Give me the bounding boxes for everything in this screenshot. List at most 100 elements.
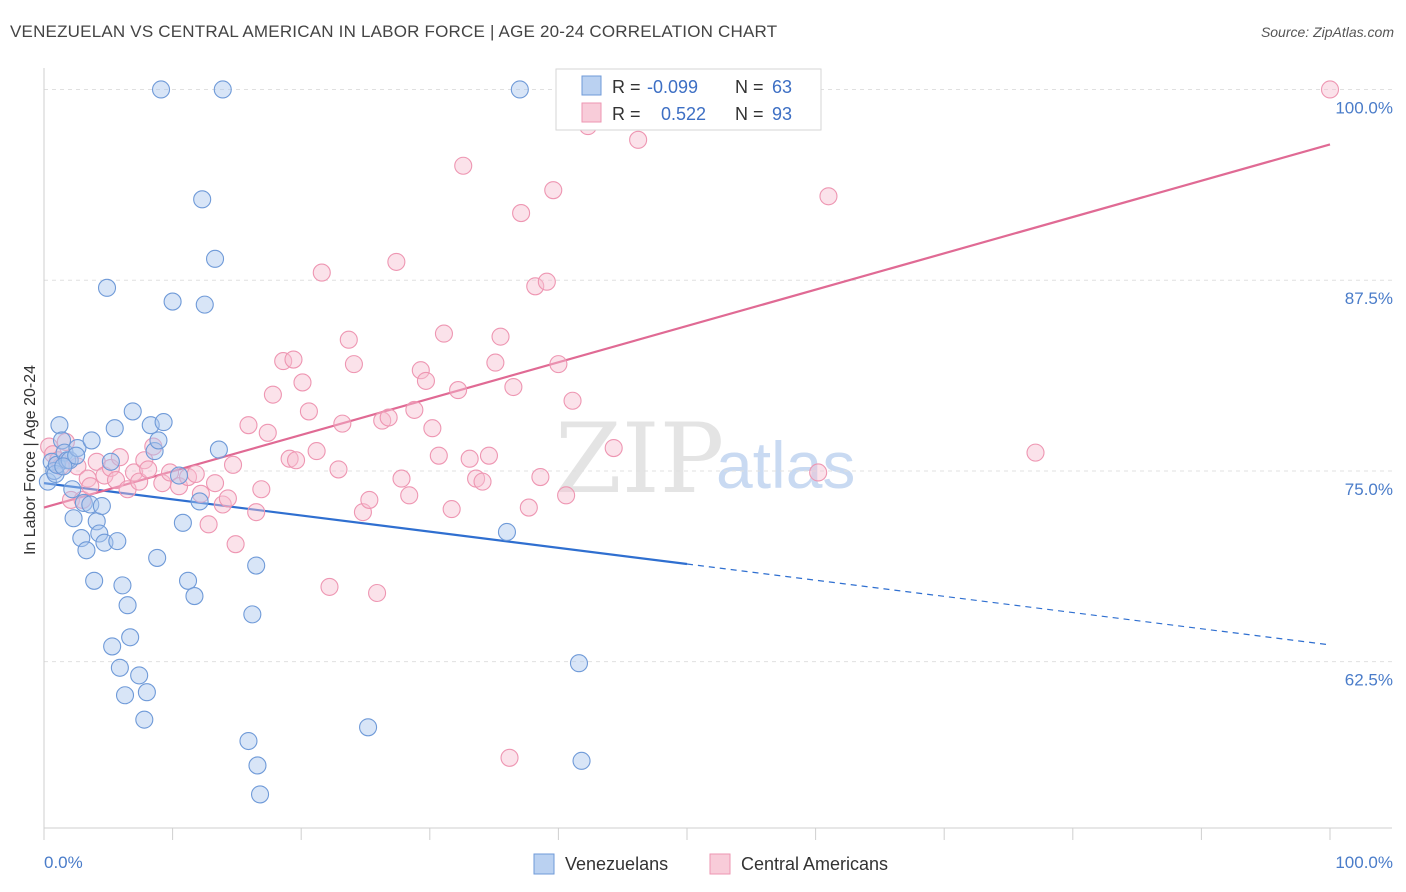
- y-tick-label: 87.5%: [1345, 289, 1393, 308]
- chart-source: Source: ZipAtlas.com: [1260, 24, 1394, 40]
- central-americans-point: [449, 381, 468, 400]
- venezuelans-point: [135, 710, 154, 729]
- central-americans-point: [218, 489, 237, 508]
- central-americans-point: [531, 467, 550, 487]
- watermark-zip: ZIP: [555, 403, 724, 515]
- venezuelans-point: [105, 419, 124, 438]
- venezuelans-point: [115, 686, 135, 705]
- central-americans-point: [191, 484, 210, 503]
- central-americans-point: [124, 463, 144, 482]
- central-americans-point: [223, 455, 243, 474]
- central-americans-point: [411, 361, 430, 380]
- venezuelans-point: [154, 413, 173, 432]
- venezuelans-trend-line: [43, 482, 688, 566]
- central-americans-point: [819, 187, 838, 206]
- legend-r-value-1: -0.099: [647, 77, 698, 97]
- legend-n-value-1: 63: [772, 77, 792, 97]
- central-americans-point: [135, 451, 154, 470]
- central-americans-point: [460, 449, 479, 468]
- central-americans-point: [809, 463, 828, 482]
- central-americans-point: [486, 353, 505, 372]
- central-americans-point: [557, 486, 576, 505]
- central-americans-point: [368, 583, 387, 603]
- venezuelans-point: [572, 751, 591, 770]
- chart-title: VENEZUELAN VS CENTRAL AMERICAN IN LABOR …: [10, 22, 778, 41]
- central-americans-point: [299, 402, 318, 421]
- venezuelans-point: [205, 249, 225, 268]
- central-americans-point: [252, 480, 271, 499]
- data-points: [38, 80, 1340, 804]
- central-americans-point: [312, 263, 331, 282]
- central-americans-point: [544, 181, 563, 200]
- venezuelans-point: [54, 457, 73, 476]
- central-americans-point: [320, 577, 339, 596]
- trend-lines: [43, 143, 1331, 646]
- venezuelans-point: [173, 513, 192, 532]
- venezuelans-point: [108, 532, 127, 551]
- central-americans-point: [379, 408, 398, 427]
- central-americans-point: [549, 355, 568, 374]
- venezuelans-point: [149, 431, 168, 450]
- legend-n-label-1: N =: [735, 77, 764, 97]
- legend-swatch-venezuelans: [581, 75, 602, 96]
- central-americans-point: [500, 748, 519, 767]
- central-americans-point: [280, 449, 299, 468]
- central-americans-point: [247, 503, 266, 522]
- legend-n-value-2: 93: [772, 104, 792, 124]
- central-americans-point: [563, 391, 582, 410]
- venezuelans-point: [121, 628, 140, 647]
- venezuelans-point: [67, 446, 86, 465]
- venezuelans-point: [110, 658, 129, 677]
- venezuelans-point: [195, 295, 214, 314]
- central-americans-point: [339, 330, 358, 349]
- venezuelans-point: [190, 492, 209, 511]
- series-legend: Venezuelans Central Americans: [533, 853, 888, 875]
- venezuelans-point: [239, 731, 258, 751]
- central-americans-point: [205, 474, 225, 493]
- central-americans-point: [416, 371, 435, 390]
- central-americans-point: [344, 355, 363, 374]
- central-americans-point: [526, 277, 545, 296]
- central-americans-point: [504, 377, 523, 397]
- central-americans-point: [434, 324, 453, 343]
- venezuelans-point: [185, 587, 204, 606]
- venezuelans-point: [243, 605, 262, 624]
- venezuelans-point: [137, 683, 156, 702]
- central-americans-point: [258, 423, 277, 442]
- y-tick-label: 75.0%: [1345, 480, 1393, 499]
- venezuelans-point: [169, 466, 189, 485]
- venezuelans-point: [63, 480, 82, 499]
- central-americans-point: [1026, 443, 1045, 462]
- central-americans-point: [226, 535, 245, 554]
- venezuelans-point: [130, 666, 149, 685]
- central-americans-point: [81, 477, 100, 496]
- central-americans-point: [110, 448, 129, 467]
- central-americans-point: [329, 460, 348, 479]
- venezuelans-point: [103, 637, 122, 656]
- central-americans-point: [392, 469, 411, 488]
- central-americans-trend-line: [43, 143, 1331, 509]
- venezuelans-point: [213, 80, 232, 99]
- central-americans-point: [479, 446, 499, 465]
- central-americans-point: [604, 439, 623, 458]
- venezuelans-point: [497, 522, 517, 542]
- venezuelans-point: [82, 431, 101, 450]
- legend-n-label-2: N =: [735, 104, 764, 124]
- venezuelans-point: [68, 439, 87, 458]
- venezuelans-point: [77, 541, 96, 560]
- venezuelans-point: [247, 556, 266, 575]
- venezuelans-point: [118, 596, 137, 615]
- venezuelans-point: [74, 493, 93, 513]
- central-americans-point: [263, 385, 282, 404]
- venezuelans-point: [92, 496, 111, 516]
- legend-r-label-1: R =: [612, 77, 641, 97]
- central-americans-point: [130, 472, 149, 491]
- legend-r-label-2: R =: [612, 104, 641, 124]
- central-americans-point: [287, 451, 306, 470]
- central-americans-point: [307, 442, 326, 461]
- central-americans-point: [429, 446, 448, 465]
- venezuelans-point: [90, 524, 109, 543]
- venezuelans-trend-extension: [686, 563, 1331, 646]
- series-legend-label-venezuelans: Venezuelans: [565, 854, 668, 874]
- y-tick-label: 62.5%: [1345, 671, 1393, 690]
